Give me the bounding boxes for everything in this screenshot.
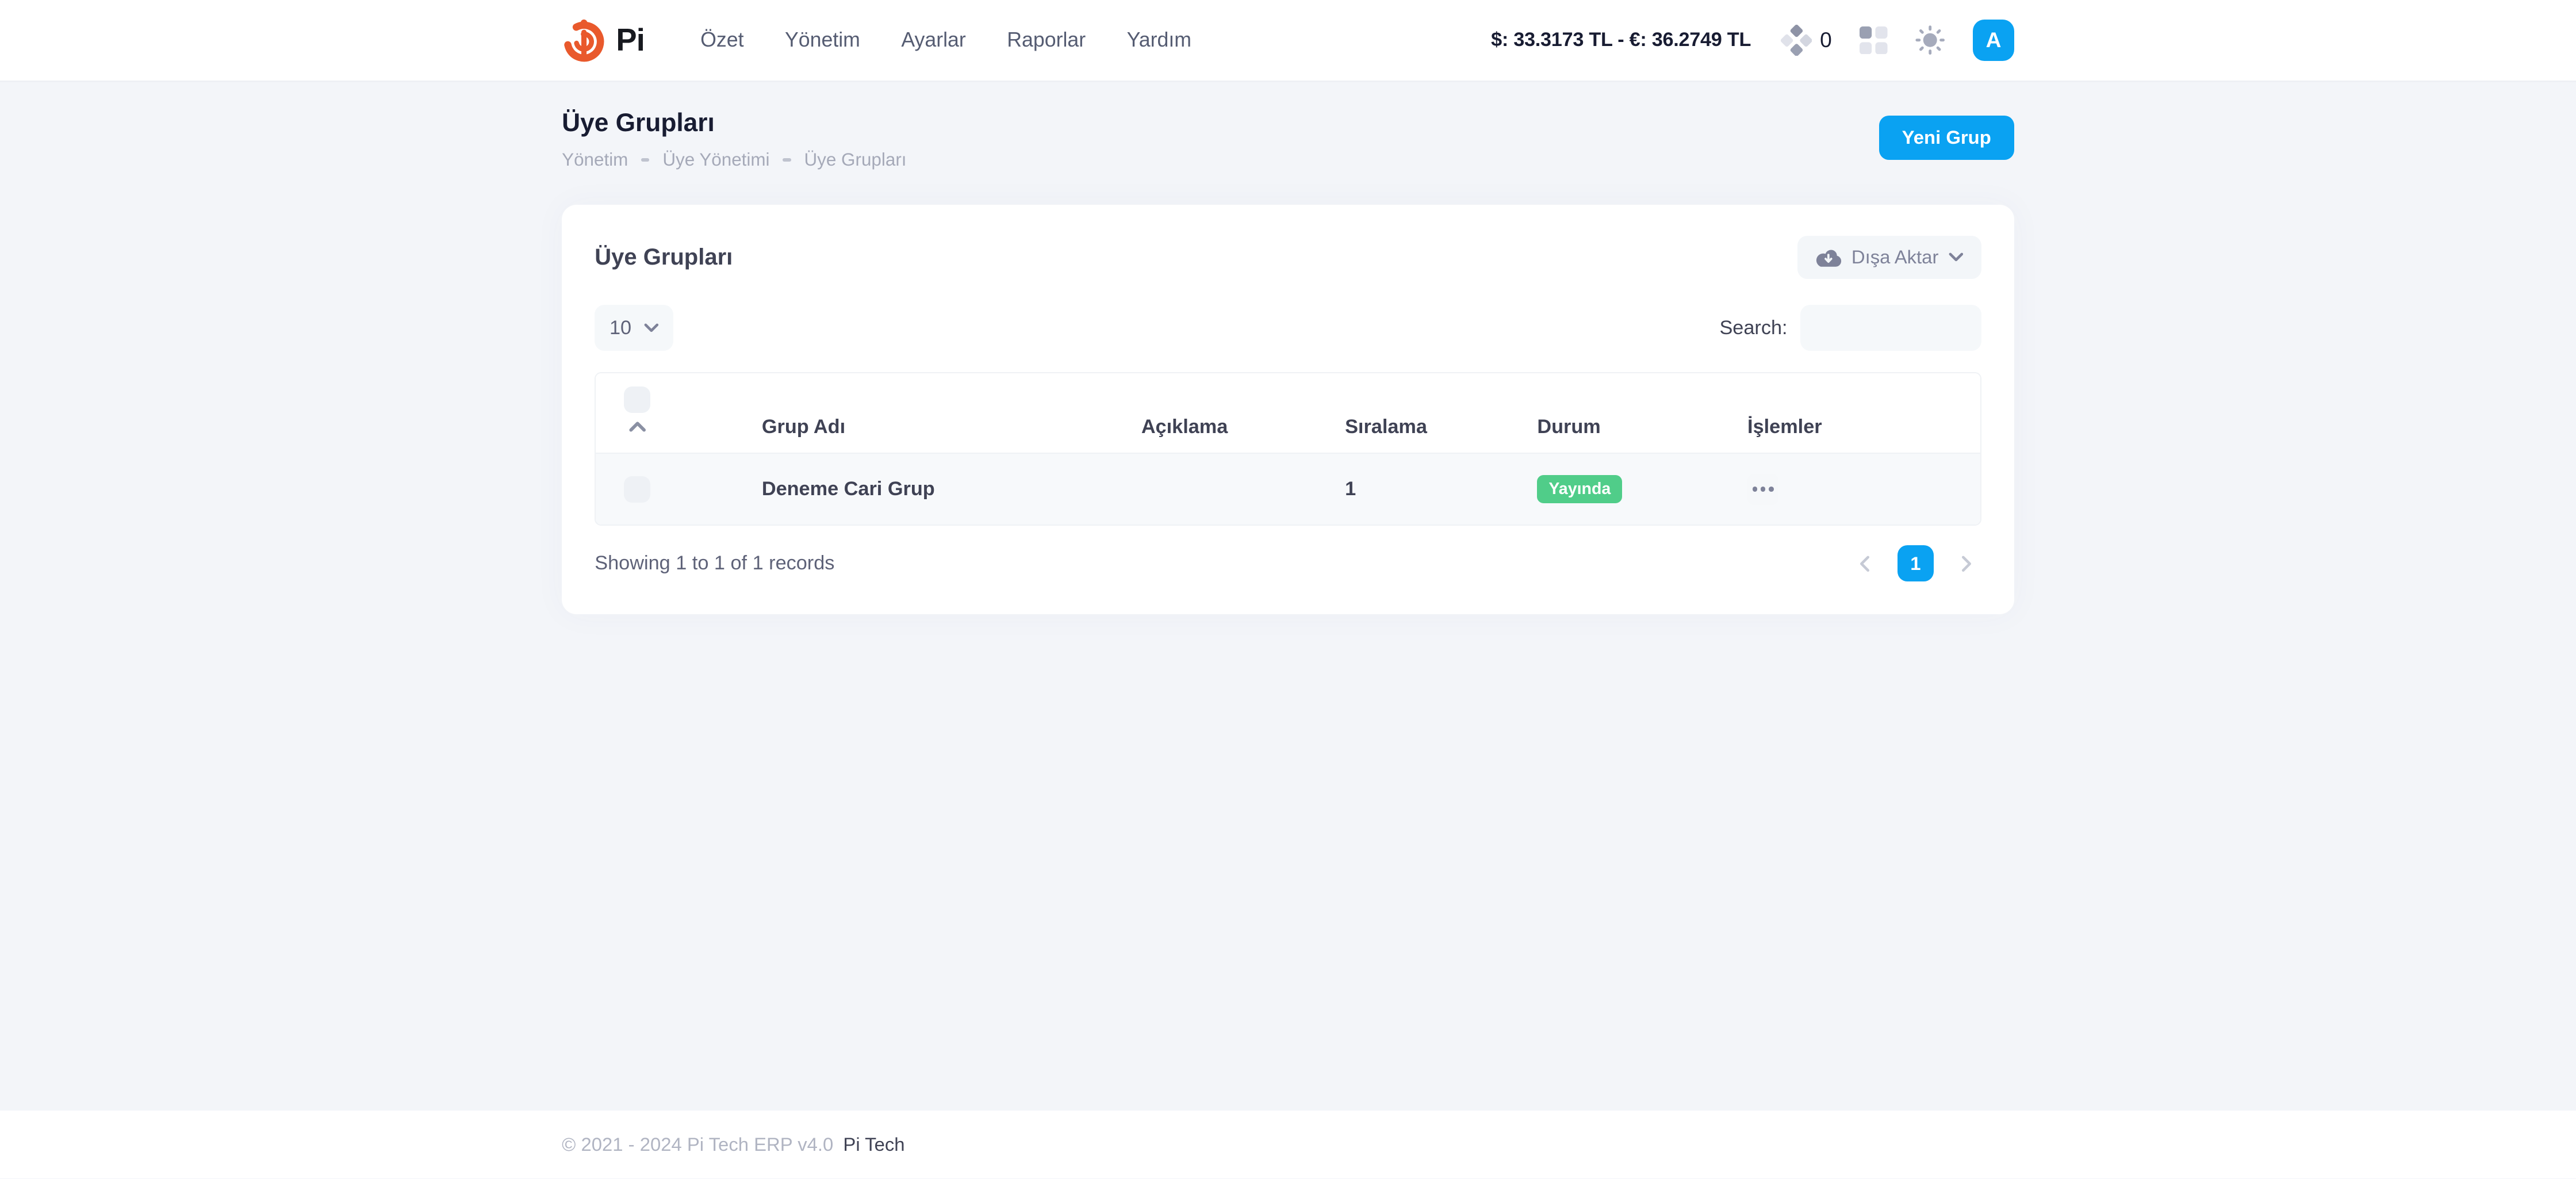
top-navbar: Pi Özet Yönetim Ayarlar Raporlar Yardım … <box>0 0 2576 81</box>
breadcrumb-item-yonetim[interactable]: Yönetim <box>562 149 628 170</box>
next-page-button[interactable] <box>1952 549 1981 578</box>
menu-item-yonetim[interactable]: Yönetim <box>784 28 860 52</box>
pi-logo-icon <box>562 18 606 62</box>
search-label: Search: <box>1719 316 1788 339</box>
export-button[interactable]: Dışa Aktar <box>1797 236 1981 279</box>
cloud-download-icon <box>1815 247 1842 267</box>
select-all-checkbox[interactable] <box>623 386 650 413</box>
column-header-siralama[interactable]: Sıralama <box>1345 415 1427 438</box>
row-checkbox[interactable] <box>623 476 650 503</box>
cell-order: 1 <box>1345 478 1356 500</box>
page-size-value: 10 <box>609 316 632 339</box>
breadcrumb-item-uye-gruplari[interactable]: Üye Grupları <box>804 149 907 170</box>
copyright: © 2021 - 2024 Pi Tech ERP v4.0 <box>562 1133 834 1155</box>
new-group-button[interactable]: Yeni Grup <box>1879 115 2014 160</box>
logo[interactable]: Pi <box>562 18 645 62</box>
menu-item-yardim[interactable]: Yardım <box>1126 28 1191 52</box>
breadcrumb-separator <box>641 158 650 162</box>
menu-item-raporlar[interactable]: Raporlar <box>1007 28 1086 52</box>
status-badge: Yayında <box>1537 475 1623 504</box>
chevron-down-icon <box>644 323 659 333</box>
page-title: Üye Grupları <box>562 108 715 137</box>
menu-item-ayarlar[interactable]: Ayarlar <box>901 28 966 52</box>
notifications-button[interactable]: 0 <box>1774 18 1838 62</box>
card-title: Üye Grupları <box>595 244 733 270</box>
column-header-aciklama[interactable]: Açıklama <box>1141 415 1228 438</box>
chevron-down-icon <box>1949 252 1964 262</box>
cell-group-name: Deneme Cari Grup <box>761 478 935 500</box>
card-toolbar: 10 Search: <box>595 305 1981 351</box>
page-1-button[interactable]: 1 <box>1897 545 1934 582</box>
main-content: Üye Grupları Yönetim Üye Yönetimi Üye Gr… <box>0 81 2576 1111</box>
member-groups-card: Üye Grupları Dışa Aktar <box>562 204 2014 615</box>
breadcrumb-separator <box>783 158 791 162</box>
exchange-rates: $: 33.3173 TL - €: 36.2749 TL <box>1491 29 1751 51</box>
page-footer: © 2021 - 2024 Pi Tech ERP v4.0 Pi Tech <box>0 1111 2576 1178</box>
page-header: Üye Grupları Yönetim Üye Yönetimi Üye Gr… <box>562 105 2014 170</box>
breadcrumb-item-uye-yonetimi[interactable]: Üye Yönetimi <box>662 149 770 170</box>
company-link[interactable]: Pi Tech <box>843 1133 905 1155</box>
table-row: Deneme Cari Grup 1 Yayında <box>596 454 1980 525</box>
sort-asc-icon[interactable] <box>628 421 646 432</box>
main-menu: Özet Yönetim Ayarlar Raporlar Yardım <box>700 28 1191 52</box>
breadcrumb: Yönetim Üye Yönetimi Üye Grupları <box>562 150 906 170</box>
search-input[interactable] <box>1800 305 1981 351</box>
grid-icon <box>1860 26 1888 55</box>
records-summary: Showing 1 to 1 of 1 records <box>595 552 835 575</box>
page-size-select[interactable]: 10 <box>595 305 674 351</box>
logo-text: Pi <box>616 22 645 58</box>
row-actions-button[interactable] <box>1747 473 1779 505</box>
column-header-durum[interactable]: Durum <box>1537 415 1601 438</box>
abstract-diamonds-icon <box>1780 24 1812 56</box>
notification-count: 0 <box>1820 28 1832 52</box>
column-header-grup-adi[interactable]: Grup Adı <box>761 415 846 438</box>
menu-item-ozet[interactable]: Özet <box>700 28 744 52</box>
search-box: Search: <box>1719 305 1981 351</box>
theme-toggle-button[interactable] <box>1909 19 1952 62</box>
ellipsis-icon <box>1752 487 1758 492</box>
groups-table: Grup Adı Açıklama Sıralama Durum İşlemle… <box>595 372 1981 526</box>
quick-apps-button[interactable] <box>1853 20 1894 60</box>
table-header-row: Grup Adı Açıklama Sıralama Durum İşlemle… <box>596 373 1980 454</box>
card-header: Üye Grupları Dışa Aktar <box>595 205 1981 279</box>
prev-page-button[interactable] <box>1850 549 1879 578</box>
column-header-islemler[interactable]: İşlemler <box>1747 415 1822 438</box>
export-button-label: Dışa Aktar <box>1851 246 1939 268</box>
card-footer: Showing 1 to 1 of 1 records 1 <box>595 545 1981 582</box>
sun-icon <box>1915 25 1945 55</box>
pagination: 1 <box>1850 545 1981 582</box>
user-avatar[interactable]: A <box>1973 20 2014 61</box>
